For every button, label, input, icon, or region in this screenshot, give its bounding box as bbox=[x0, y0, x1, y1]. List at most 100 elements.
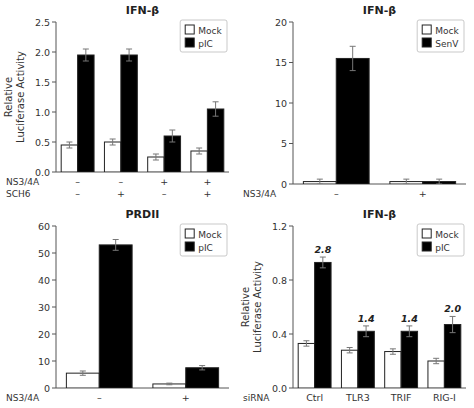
legend-label: Mock bbox=[435, 230, 459, 240]
y-tick bbox=[52, 82, 56, 83]
y-tick-label: 15 bbox=[275, 57, 287, 68]
y-tick-label: 0.4 bbox=[272, 329, 287, 340]
error-bar-cap bbox=[199, 369, 205, 370]
legend-swatch bbox=[422, 229, 431, 238]
x-axis-label: siRNA bbox=[243, 393, 270, 403]
legend-swatch bbox=[422, 242, 431, 251]
error-bar-cap bbox=[403, 179, 409, 180]
error-bar-cap bbox=[213, 116, 219, 117]
x-tick-label: + bbox=[182, 392, 190, 403]
error-bar bbox=[166, 383, 172, 385]
error-bar bbox=[126, 49, 132, 61]
chart: PRDII0102030405060–+NS3/4AMockpIC bbox=[6, 208, 229, 403]
y-axis-line bbox=[56, 22, 57, 172]
error-bar-stem bbox=[349, 348, 350, 353]
legend-swatch bbox=[185, 242, 194, 251]
bar bbox=[341, 350, 357, 388]
error-bar-cap bbox=[80, 375, 86, 376]
x-tick-label-line: + bbox=[160, 176, 168, 187]
x-tick-label: Ctrl bbox=[306, 392, 323, 403]
error-bar-stem bbox=[155, 154, 156, 160]
error-bar-stem bbox=[215, 102, 216, 116]
error-bar-cap bbox=[126, 49, 132, 50]
legend-label: pIC bbox=[198, 39, 213, 49]
error-bar-stem bbox=[306, 341, 307, 346]
x-tick-label-line: – bbox=[334, 188, 339, 199]
bar bbox=[358, 331, 374, 388]
plot-marks bbox=[298, 257, 461, 388]
x-axis-label-line: siRNA bbox=[243, 393, 270, 403]
x-tick-label-line: + bbox=[419, 188, 427, 199]
error-bar-cap bbox=[196, 154, 202, 155]
error-bar-stem bbox=[322, 257, 323, 268]
x-tick-label-line: – bbox=[162, 188, 167, 199]
y-tick-label: 40 bbox=[38, 275, 50, 286]
legend: MockSenV bbox=[417, 20, 464, 52]
error-bar-cap bbox=[83, 61, 89, 62]
legend-label: SenV bbox=[435, 39, 459, 49]
legend-frame bbox=[417, 224, 464, 256]
y-tick-label: 10 bbox=[275, 98, 287, 109]
error-bar-cap bbox=[390, 348, 396, 349]
error-bar-cap bbox=[110, 139, 116, 140]
bar bbox=[444, 325, 460, 388]
error-bar-stem bbox=[436, 358, 437, 363]
annotation: 2.8 bbox=[314, 244, 331, 255]
x-axis-label-line: NS3/4A bbox=[243, 189, 277, 199]
error-bar-cap bbox=[303, 340, 309, 341]
error-bar-stem bbox=[69, 142, 70, 148]
error-bar bbox=[347, 348, 353, 353]
y-axis-label: RelativeLuciferase Activity bbox=[240, 261, 263, 353]
error-bar-cap bbox=[153, 160, 159, 161]
error-bar-cap bbox=[320, 267, 326, 268]
legend-label: Mock bbox=[198, 230, 222, 240]
bar bbox=[66, 373, 99, 388]
y-tick-label: 0 bbox=[281, 179, 287, 190]
x-tick-label: ++ bbox=[203, 176, 211, 199]
error-bar-stem bbox=[406, 179, 407, 184]
x-axis-label: NS3/4A SCH6 bbox=[6, 177, 40, 199]
error-bar bbox=[390, 349, 396, 354]
error-bar-cap bbox=[436, 179, 442, 180]
y-tick bbox=[52, 112, 56, 113]
error-bar-cap bbox=[213, 101, 219, 102]
error-bar bbox=[153, 154, 159, 160]
error-bar-stem bbox=[392, 349, 393, 354]
legend-frame bbox=[180, 20, 227, 52]
x-tick-label-line: + bbox=[203, 188, 211, 199]
legend-label: pIC bbox=[435, 243, 450, 253]
legend-frame bbox=[417, 20, 464, 52]
error-bar bbox=[169, 130, 175, 142]
error-bar-cap bbox=[66, 148, 72, 149]
error-bar-cap bbox=[450, 316, 456, 317]
y-tick-label: 50 bbox=[38, 248, 50, 259]
y-tick-label: 1.5 bbox=[35, 77, 50, 88]
legend-swatch bbox=[185, 38, 194, 47]
error-bar-cap bbox=[80, 370, 86, 371]
error-bar-cap bbox=[110, 145, 116, 146]
error-bar-cap bbox=[403, 184, 409, 185]
error-bar-stem bbox=[199, 148, 200, 154]
error-bar bbox=[433, 358, 439, 363]
error-bar bbox=[213, 102, 219, 116]
legend-swatch bbox=[185, 25, 194, 34]
x-axis-label-line: NS3/4A bbox=[6, 177, 40, 187]
y-tick bbox=[52, 388, 56, 389]
x-tick-label-line: TRIF bbox=[390, 392, 412, 403]
error-bar-stem bbox=[366, 326, 367, 337]
y-tick bbox=[52, 172, 56, 173]
x-tick-label: + bbox=[419, 188, 427, 199]
title: IFN-β bbox=[363, 4, 396, 17]
y-tick bbox=[289, 184, 293, 185]
y-tick-label: 1.2 bbox=[272, 221, 287, 232]
error-bar-stem bbox=[115, 240, 116, 251]
y-tick-label: 0.0 bbox=[272, 383, 287, 394]
x-axis-label-line: SCH6 bbox=[6, 189, 31, 199]
bar bbox=[191, 151, 207, 172]
figure: IFN-βRelativeLuciferase Activity0.00.51.… bbox=[0, 0, 474, 408]
legend-swatch bbox=[185, 229, 194, 238]
bar bbox=[121, 55, 137, 172]
y-tick-label: 30 bbox=[38, 302, 50, 313]
x-tick-label-line: RIG-I bbox=[433, 392, 456, 403]
y-tick bbox=[289, 143, 293, 144]
